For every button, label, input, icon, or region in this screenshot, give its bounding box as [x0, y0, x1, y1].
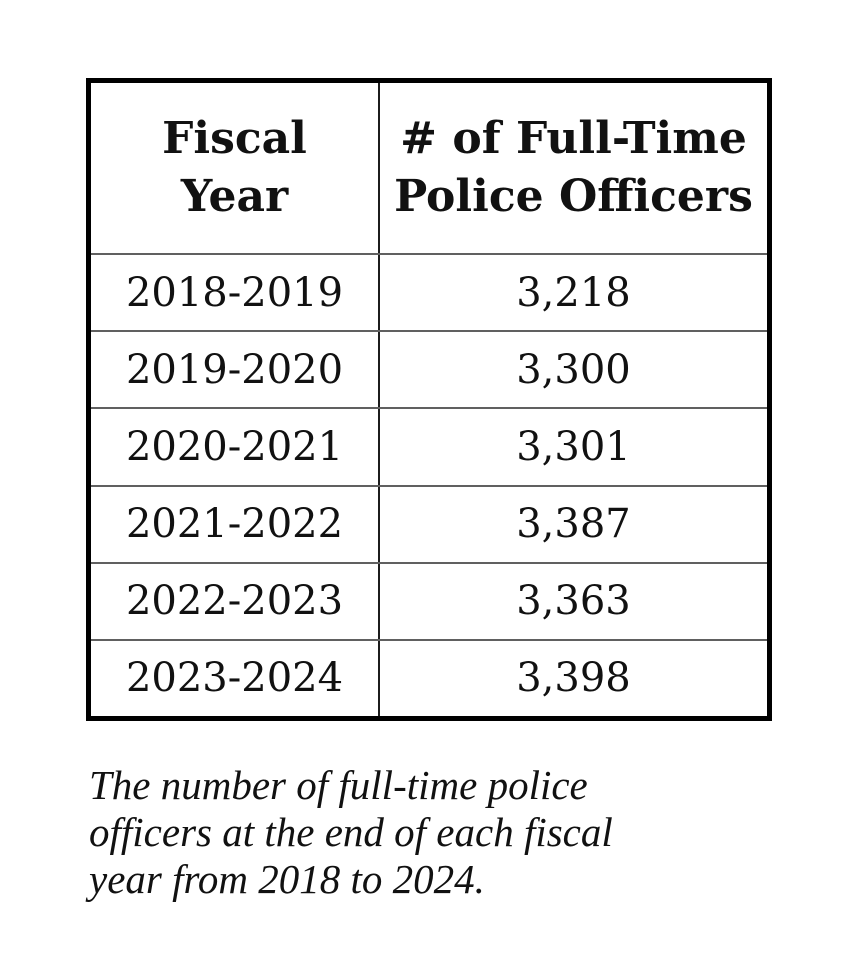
- table-caption: The number of full-time police officers …: [89, 762, 649, 903]
- table-row: 2023-2024 3,398: [91, 640, 767, 717]
- table-header-row: Fiscal Year # of Full-Time Police Office…: [91, 83, 767, 255]
- officer-count-cell: 3,387: [516, 501, 631, 548]
- table-row: 2018-2019 3,218: [91, 255, 767, 333]
- caption-line1: The number of full-time police: [89, 762, 588, 808]
- header-fiscal-year-line1: Fiscal: [162, 113, 307, 164]
- officer-count-cell: 3,398: [516, 655, 631, 702]
- table-row: 2020-2021 3,301: [91, 409, 767, 487]
- header-officer-count-line1: # of Full-Time: [400, 113, 747, 164]
- fiscal-year-cell: 2018-2019: [91, 255, 380, 331]
- header-fiscal-year: Fiscal Year: [91, 83, 380, 253]
- fiscal-year-cell: 2020-2021: [91, 409, 380, 485]
- caption-line2: officers at the end of each fiscal: [89, 809, 613, 855]
- officer-count-cell: 3,363: [516, 578, 631, 625]
- fiscal-year-cell: 2022-2023: [91, 563, 380, 639]
- header-officer-count: # of Full-Time Police Officers: [380, 83, 767, 253]
- fiscal-year-cell: 2023-2024: [91, 640, 380, 717]
- officer-count-cell: 3,218: [516, 269, 631, 316]
- table-row: 2019-2020 3,300: [91, 332, 767, 410]
- fiscal-year-cell: 2021-2022: [91, 486, 380, 562]
- header-fiscal-year-line2: Year: [180, 171, 289, 222]
- police-officers-table: Fiscal Year # of Full-Time Police Office…: [86, 78, 772, 721]
- table-row: 2021-2022 3,387: [91, 486, 767, 564]
- caption-line3: year from 2018 to 2024.: [89, 856, 485, 902]
- fiscal-year-cell: 2019-2020: [91, 332, 380, 408]
- header-officer-count-line2: Police Officers: [394, 171, 753, 222]
- officer-count-cell: 3,301: [516, 423, 631, 470]
- table-row: 2022-2023 3,363: [91, 563, 767, 641]
- officer-count-cell: 3,300: [516, 346, 631, 393]
